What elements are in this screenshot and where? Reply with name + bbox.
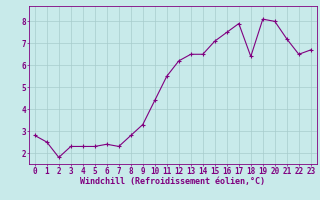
X-axis label: Windchill (Refroidissement éolien,°C): Windchill (Refroidissement éolien,°C) — [80, 177, 265, 186]
